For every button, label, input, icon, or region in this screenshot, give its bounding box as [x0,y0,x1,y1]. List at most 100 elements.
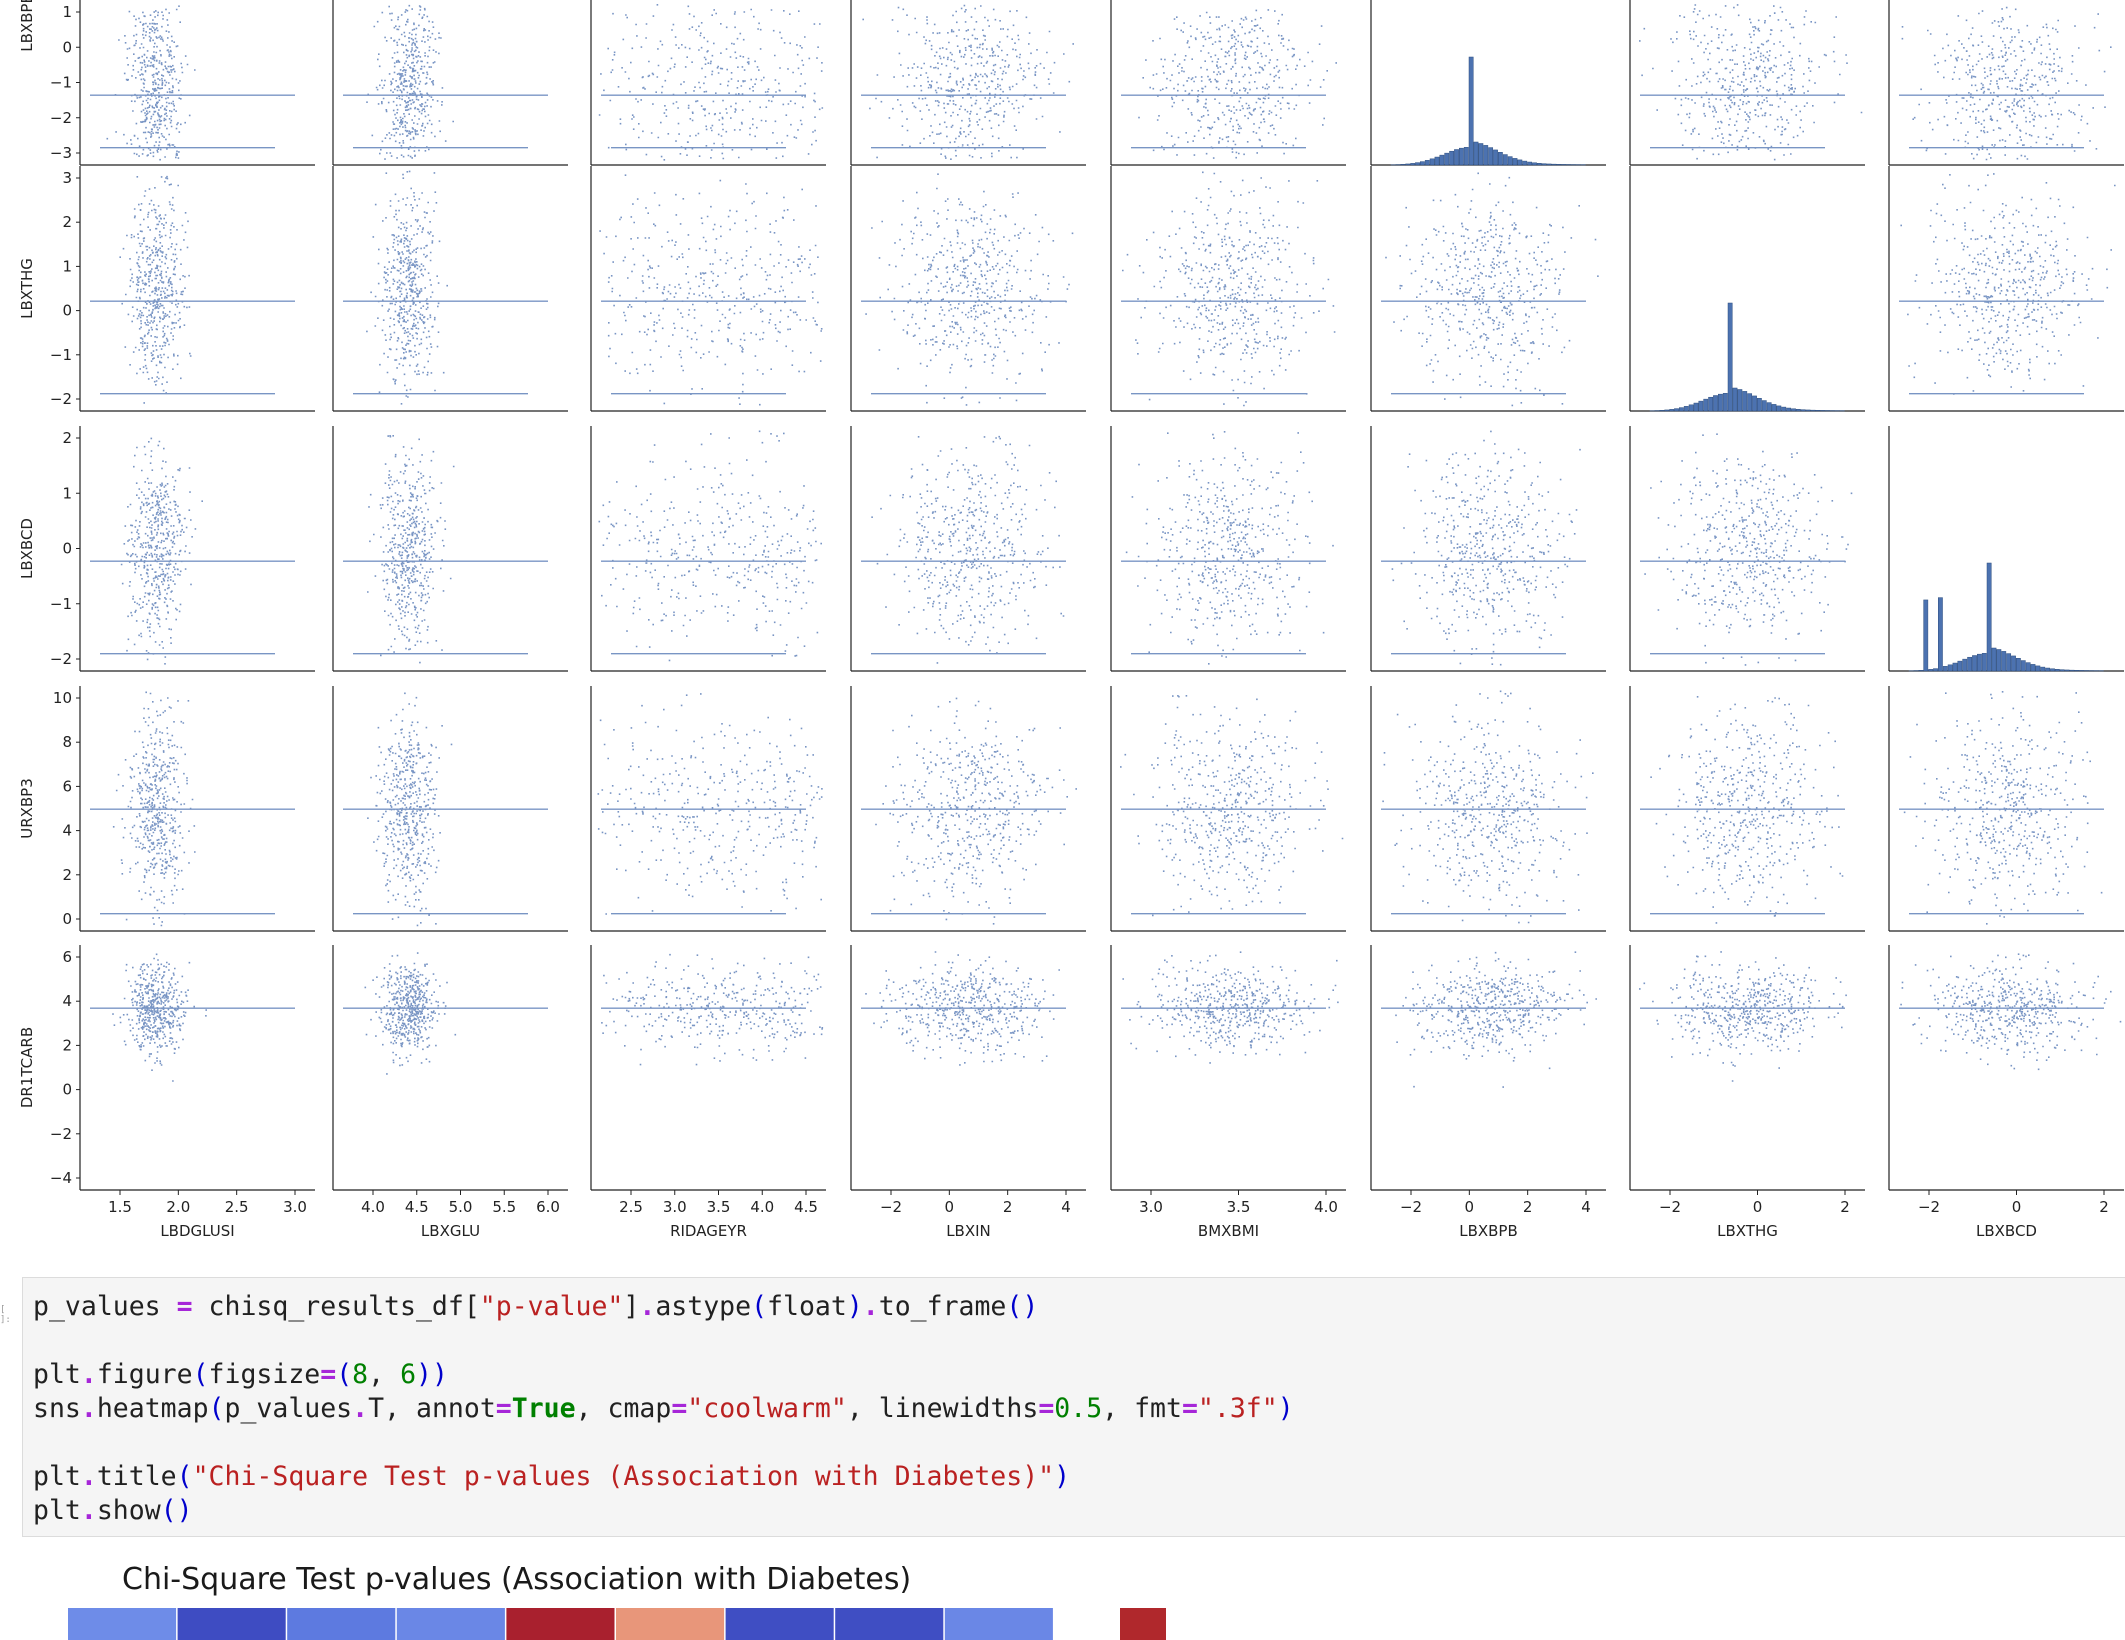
hist-bar [1722,393,1728,412]
hist-bar [1766,402,1772,412]
hist-bar [1439,154,1445,166]
code-editor[interactable]: p_values = chisq_results_df["p-value"].a… [33,1290,1294,1528]
y-tick-label: −2 [50,390,72,408]
hist-bar [1986,562,1992,672]
hist-bar [1502,154,1508,166]
code-line-3: sns.heatmap(p_values.T, annot=True, cmap… [33,1393,1294,1424]
hist-bar [1546,163,1552,166]
hist-bar [1698,400,1704,412]
hist-bar [1527,161,1533,166]
code-cell[interactable]: p_values = chisq_results_df["p-value"].a… [22,1277,2125,1537]
hist-bar [1786,407,1792,412]
panel-URXBP3-LBXGLU [332,686,568,932]
panel-LBXBPB-LBXBCD [1888,0,2124,166]
heatmap-cell [287,1608,396,1640]
x-tick-label: 0 [1465,1198,1475,1216]
x-tick-label: 0 [2012,1198,2022,1216]
hist-bar [1688,404,1694,412]
y-tick-label: 2 [62,1036,72,1054]
x-tick-label: 4.0 [361,1198,385,1216]
panel-LBXTHG-LBXBCD [1888,166,2124,412]
y-tick-label: 0 [62,38,72,56]
scatter-points [1639,951,1847,1082]
scatter-points [861,697,1077,925]
panel-LBXTHG-LBXIN [850,166,1086,412]
x-axis-label: LBXIN [946,1222,991,1240]
hist-bar [1463,147,1469,166]
x-tick-label: 5.5 [492,1198,516,1216]
panel-DR1TCARB-LBXBPB [1370,945,1606,1191]
hist-bar [2011,655,2016,672]
scatter-points [861,4,1074,160]
panel-LBXTHG-RIDAGEYR [590,166,826,412]
hist-bar [1669,409,1675,412]
hist-bar [1752,395,1757,412]
hist-bar [2035,665,2041,672]
y-tick-label: −2 [50,1125,72,1143]
hist-bar [2059,669,2065,672]
x-axis-label: BMXBMI [1198,1222,1259,1240]
panel-LBXBPB-RIDAGEYR [590,0,826,166]
y-tick-label: 1 [62,257,72,275]
hist-bar [1498,152,1503,166]
scatter-points [861,435,1066,664]
x-tick-label: 1.5 [108,1198,132,1216]
hist-bar [1566,164,1572,166]
scatter-points [1381,690,1594,924]
hist-bar [1947,664,1953,672]
scatter-points [599,174,823,406]
panel-LBXBPB-LBXTHG [1629,0,1865,166]
scatter-points [90,437,295,665]
x-axis-label: LBXGLU [421,1222,480,1240]
panel-LBXTHG-BMXBMI [1110,166,1346,412]
scatter-points [1640,433,1853,666]
scatter-points [343,435,548,664]
hist-bar [1664,409,1670,412]
code-line-1: p_values = chisq_results_df["p-value"].a… [33,1291,1039,1322]
panel-DR1TCARB-LBDGLUSI [79,945,315,1191]
scatter-points [343,952,548,1075]
x-tick-label: 3.5 [1227,1198,1251,1216]
y-tick-label: 4 [62,992,72,1010]
hist-bar [1556,164,1562,166]
hist-bar [1972,655,1977,672]
scatter-points [1121,431,1334,665]
hist-bar [1933,668,1938,672]
hist-bar [1928,669,1934,672]
hist-bar [1449,150,1455,166]
panel-DR1TCARB-LBXGLU [332,945,568,1191]
heatmap-cell [506,1608,615,1640]
hist-bar [1517,159,1523,166]
hist-bar [1805,409,1811,412]
y-axis-label: DR1TCARB [18,1027,36,1108]
x-tick-label: −2 [1400,1198,1422,1216]
x-tick-label: 4.0 [750,1198,774,1216]
panel-URXBP3-LBXIN [850,686,1086,932]
hist-bar [1761,400,1767,412]
hist-bar [1996,649,2002,672]
hist-bar [1400,164,1406,166]
y-tick-label: 1 [62,484,72,502]
panel-LBXTHG-LBXGLU [332,166,568,412]
x-tick-label: 4.5 [405,1198,429,1216]
hist-bar [1679,407,1684,412]
panel-LBXBPB-BMXBMI [1110,0,1346,166]
y-tick-label: 0 [62,1081,72,1099]
hist-bar [2040,666,2046,672]
cell-prompt: [ ]: [0,1305,11,1325]
hist-bar [1820,410,1826,412]
panel-LBXBCD-LBXGLU [332,426,568,672]
y-tick-label: 10 [53,689,72,707]
hist-bar [1962,658,1968,672]
hist-bar [2020,660,2026,672]
pair-plot: LBXBPB 10−1−2−3LBXTHG3210−1−2LBXBCD210−1−… [18,0,2124,1240]
hist-bar [1674,408,1679,412]
hist-bar [1957,660,1963,672]
panel-URXBP3-LBDGLUSI [79,686,315,932]
x-tick-label: 2 [1840,1198,1850,1216]
x-axis-label: LBXTHG [1717,1222,1778,1240]
hist-bar [2064,669,2070,672]
hist-bar [1732,387,1738,412]
panel-LBXBCD-BMXBMI [1110,426,1346,672]
x-tick-label: 0 [1753,1198,1763,1216]
